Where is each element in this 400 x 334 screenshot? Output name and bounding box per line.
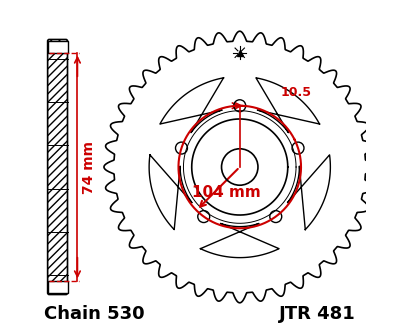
Bar: [48, 281, 68, 293]
Text: 10.5: 10.5: [280, 86, 311, 99]
Bar: [48, 41, 68, 53]
Text: JTR 481: JTR 481: [279, 305, 356, 323]
Text: Chain 530: Chain 530: [44, 305, 145, 323]
Text: 104 mm: 104 mm: [192, 185, 261, 200]
FancyBboxPatch shape: [48, 39, 68, 295]
Text: 74 mm: 74 mm: [82, 141, 96, 193]
